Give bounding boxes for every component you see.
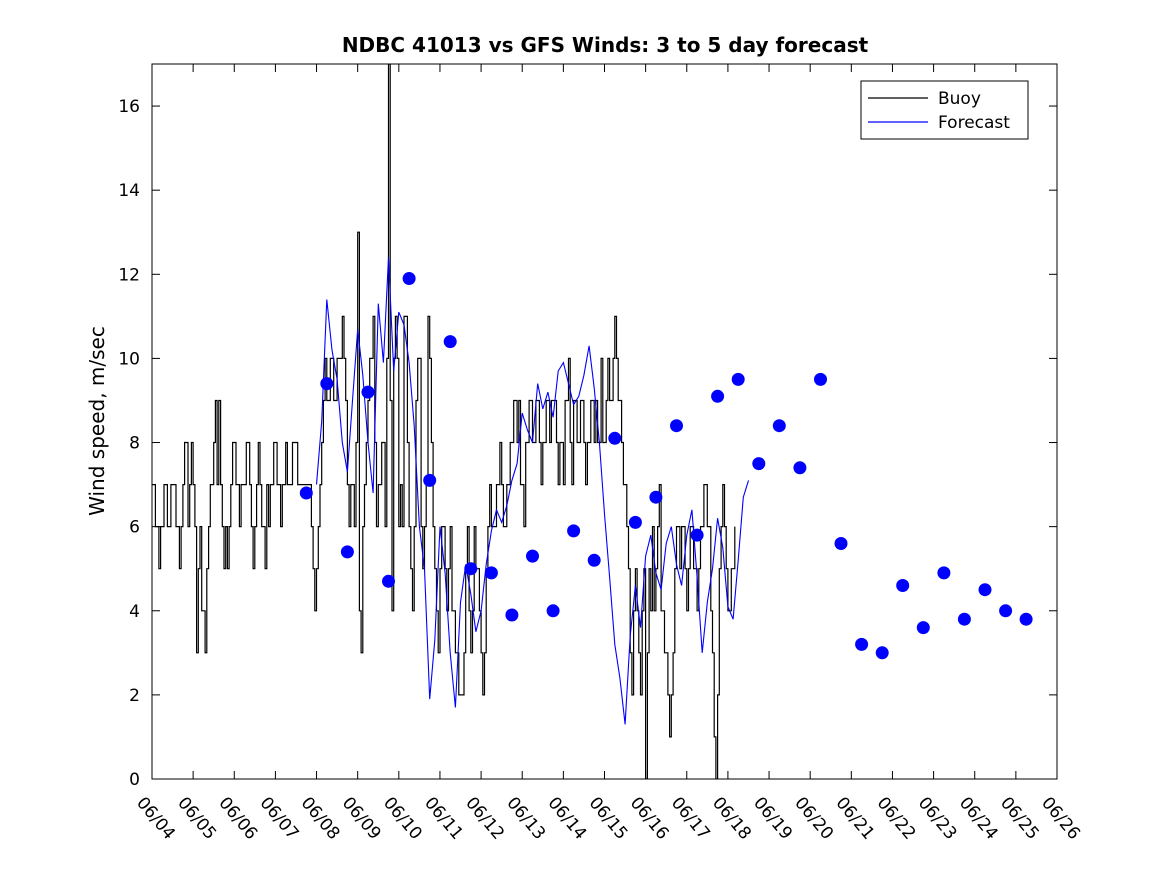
daily-mean-marker [711, 389, 725, 403]
legend-forecast-label: Forecast [938, 113, 1010, 133]
daily-mean-marker [546, 604, 560, 618]
daily-mean-marker [402, 272, 416, 285]
daily-mean-marker [443, 335, 457, 349]
daily-mean-marker [587, 553, 601, 567]
y-tick-label: 12 [118, 265, 140, 285]
daily-mean-marker [937, 566, 951, 580]
daily-mean-marker [772, 419, 786, 433]
y-axis-label: Wind speed, m/sec [85, 326, 109, 516]
daily-mean-marker [896, 579, 910, 592]
y-tick-label: 8 [129, 434, 140, 454]
y-tick-label: 10 [118, 349, 140, 369]
daily-mean-marker [526, 549, 539, 563]
y-tick-label: 14 [118, 181, 140, 201]
daily-mean-marker [690, 528, 704, 542]
daily-mean-marker [855, 637, 869, 651]
daily-mean-marker [814, 372, 827, 386]
daily-mean-marker [875, 646, 889, 660]
daily-mean-marker [1019, 612, 1033, 626]
daily-mean-marker [999, 604, 1013, 618]
series-buoy-line [152, 64, 736, 779]
daily-mean-marker [752, 457, 766, 471]
y-tick-label: 0 [129, 770, 140, 790]
daily-mean-marker [834, 537, 848, 550]
y-tick-label: 4 [129, 602, 140, 622]
daily-mean-marker [505, 608, 519, 622]
daily-mean-marker [320, 377, 334, 391]
daily-mean-marker [628, 515, 642, 529]
legend-box [860, 80, 1029, 140]
daily-mean-marker [649, 490, 663, 504]
daily-mean-marker [608, 431, 622, 445]
y-tick-label: 16 [118, 97, 140, 117]
legend-buoy-label: Buoy [938, 89, 981, 109]
daily-mean-marker [464, 562, 478, 576]
chart-title: NDBC 41013 vs GFS Winds: 3 to 5 day fore… [342, 33, 869, 57]
legend: Buoy Forecast [860, 80, 1029, 140]
daily-mean-marker [793, 461, 807, 475]
daily-mean-marker [423, 473, 437, 487]
daily-mean-marker [916, 621, 930, 635]
daily-mean-marker [957, 612, 971, 626]
daily-mean-marker [382, 574, 395, 588]
daily-mean-marker [567, 524, 581, 538]
daily-mean-marker [670, 419, 683, 433]
daily-mean-marker [361, 385, 375, 399]
y-tick-label: 6 [129, 518, 140, 538]
daily-mean-marker [340, 545, 354, 559]
y-tick-label: 2 [129, 686, 140, 706]
daily-mean-marker [484, 566, 498, 580]
daily-mean-marker [299, 486, 313, 500]
daily-mean-marker [731, 372, 745, 386]
series-forecast-line [315, 257, 750, 725]
daily-mean-marker [978, 583, 992, 597]
